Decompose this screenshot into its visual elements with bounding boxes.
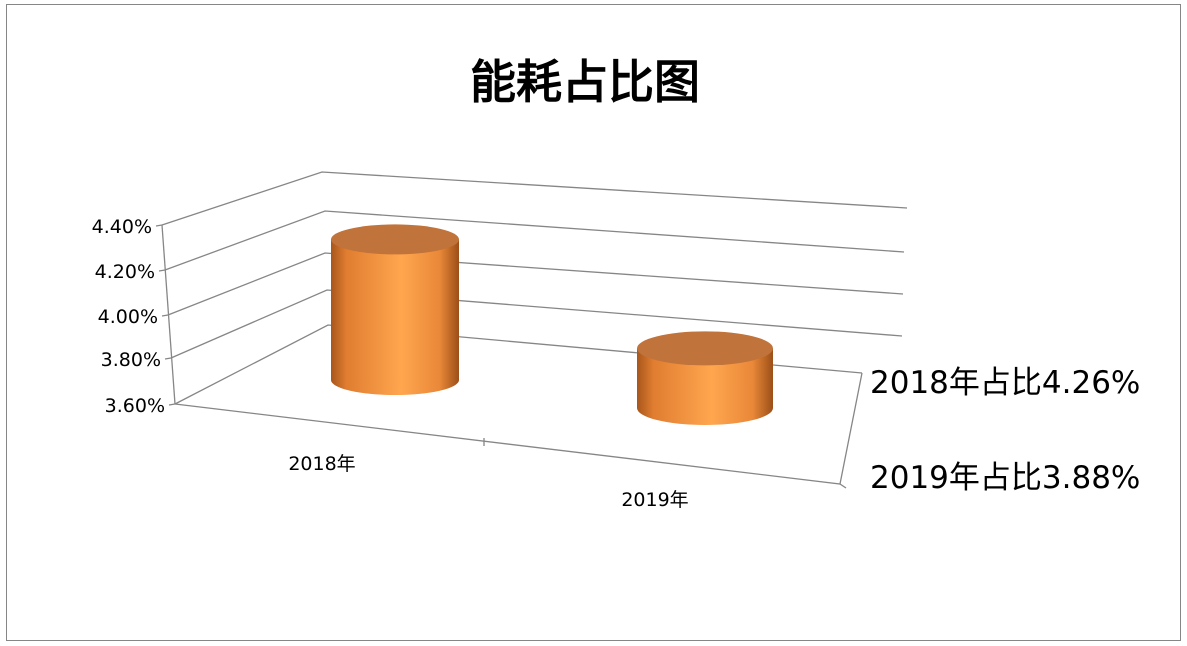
gridline <box>170 289 903 359</box>
y-tick-mark <box>158 269 166 272</box>
y-tick-mark <box>164 357 172 360</box>
x-category-label: 2019年 <box>621 489 688 511</box>
y-tick-mark <box>161 314 169 317</box>
y-tick-label: 3.80% <box>101 349 161 371</box>
x-category-label: 2018年 <box>288 453 355 475</box>
cylinder-top-2018年 <box>331 224 459 255</box>
cylinder-top-2019年 <box>637 331 773 366</box>
value-annotation: 2019年占比3.88% <box>870 460 1140 496</box>
chart-border <box>6 4 1181 641</box>
y-tick-label: 3.60% <box>105 395 165 417</box>
cylinder-body-2019年 <box>637 348 773 425</box>
y-tick-mark <box>168 403 176 406</box>
gridline <box>161 171 908 226</box>
x-tick-mark <box>839 483 847 489</box>
cylinder-body-2018年 <box>331 239 459 395</box>
y-tick-label: 4.20% <box>95 261 155 283</box>
value-annotation: 2018年占比4.26% <box>870 365 1140 401</box>
gridline <box>164 210 905 271</box>
y-tick-label: 4.00% <box>98 306 158 328</box>
chart-title: 能耗占比图 <box>470 55 700 109</box>
y-tick-mark <box>155 224 163 227</box>
y-axis <box>161 224 176 405</box>
y-tick-label: 4.40% <box>92 216 152 238</box>
gridline <box>167 252 904 316</box>
